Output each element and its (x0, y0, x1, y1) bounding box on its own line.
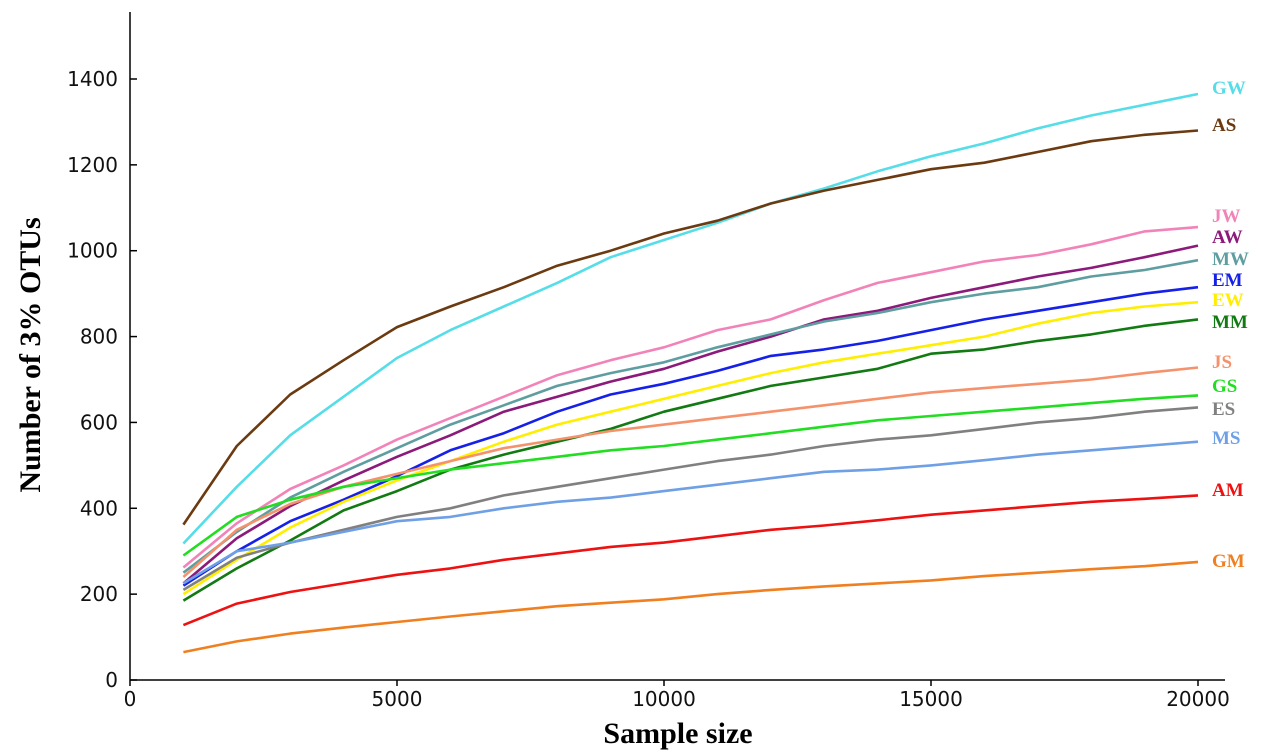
x-ticks: 0 5000 10000 15000 20000 (124, 680, 1230, 711)
y-tick-label-1: 200 (80, 582, 118, 606)
series-label-es: ES (1212, 399, 1235, 420)
series-line-as (182, 129, 1199, 526)
series-label-gm: GM (1212, 551, 1245, 572)
series-label-gs: GS (1212, 376, 1237, 397)
series-label-aw: AW (1212, 227, 1243, 248)
axes (129, 12, 1225, 681)
series-label-mm: MM (1212, 312, 1248, 333)
series-label-am: AM (1212, 480, 1244, 501)
series-label-js: JS (1212, 352, 1232, 373)
series-line-mw (182, 258, 1199, 574)
y-tick-label-0: 0 (105, 668, 118, 692)
series-lines (182, 92, 1199, 654)
y-tick-label-7: 1400 (67, 67, 118, 91)
series-label-ew: EW (1212, 290, 1244, 311)
series-label-mw: MW (1212, 249, 1249, 270)
x-tick-label-1: 5000 (372, 687, 423, 711)
y-tick-label-2: 400 (80, 496, 118, 520)
series-line-gs (182, 394, 1199, 557)
series-label-jw: JW (1212, 206, 1241, 227)
series-line-mm (182, 318, 1199, 602)
series-label-ms: MS (1212, 428, 1241, 449)
series-line-js (182, 366, 1199, 578)
x-tick-label-0: 0 (124, 687, 137, 711)
y-tick-label-3: 600 (80, 410, 118, 434)
y-ticks: 0 200 400 600 800 1000 1200 1400 (67, 67, 137, 692)
series-line-em (182, 285, 1199, 587)
y-tick-label-5: 1000 (67, 239, 118, 263)
series-line-ew (182, 300, 1199, 596)
series-line-gm (183, 560, 1199, 654)
y-axis-title: Number of 3% OTUs (14, 217, 47, 492)
series-label-em: EM (1212, 270, 1243, 291)
series-line-jw (182, 225, 1199, 569)
x-tick-label-3: 15000 (899, 687, 963, 711)
series-line-ms (182, 440, 1199, 585)
x-axis-title: Sample size (603, 717, 752, 750)
x-tick-label-4: 20000 (1166, 687, 1230, 711)
series-label-as: AS (1212, 115, 1236, 136)
series-line-es (182, 406, 1199, 592)
series-line-aw (182, 244, 1199, 585)
y-tick-label-6: 1200 (67, 153, 118, 177)
series-label-gw: GW (1212, 78, 1246, 99)
series-line-am (182, 494, 1199, 627)
y-tick-label-4: 800 (80, 325, 118, 349)
x-tick-label-2: 10000 (632, 687, 696, 711)
series-line-gw (182, 92, 1199, 545)
